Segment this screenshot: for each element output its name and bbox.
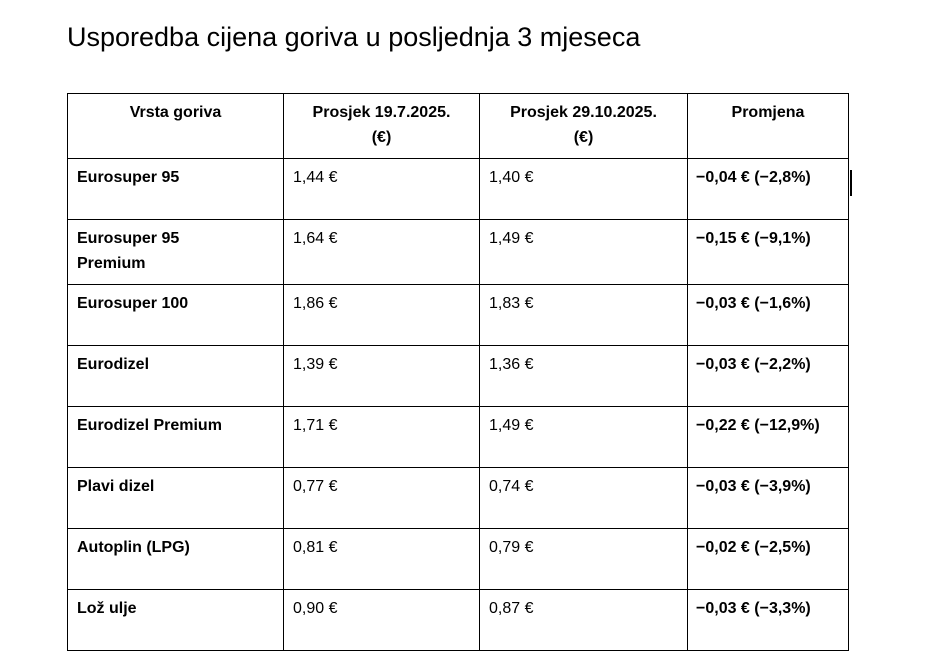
table-row: Eurosuper 95 Premium 1,64 € 1,49 € −0,15…	[67, 219, 849, 285]
column-header-avg-july[interactable]: Prosjek 19.7.2025. (€)	[283, 93, 480, 159]
column-header-avg-october[interactable]: Prosjek 29.10.2025. (€)	[479, 93, 688, 159]
fuel-name-cell[interactable]: Autoplin (LPG)	[67, 528, 284, 590]
change-cell[interactable]: −0,22 € (−12,9%)	[687, 406, 849, 468]
column-header-label: Prosjek 29.10.2025.	[510, 104, 657, 121]
price-july-cell[interactable]: 1,44 €	[283, 158, 480, 220]
fuel-name-cell[interactable]: Eurosuper 95 Premium	[67, 219, 284, 285]
header-row: Vrsta goriva Prosjek 19.7.2025. (€) Pros…	[67, 93, 849, 159]
price-july-cell[interactable]: 1,86 €	[283, 284, 480, 346]
table-row: Eurosuper 100 1,86 € 1,83 € −0,03 € (−1,…	[67, 284, 849, 346]
table-row: Autoplin (LPG) 0,81 € 0,79 € −0,02 € (−2…	[67, 528, 849, 590]
table-row: Eurodizel 1,39 € 1,36 € −0,03 € (−2,2%)	[67, 345, 849, 407]
change-cell[interactable]: −0,04 € (−2,8%)	[687, 158, 849, 220]
column-header-fuel-type[interactable]: Vrsta goriva	[67, 93, 284, 159]
fuel-name-cell[interactable]: Plavi dizel	[67, 467, 284, 529]
change-cell[interactable]: −0,02 € (−2,5%)	[687, 528, 849, 590]
text-cursor	[850, 170, 852, 196]
table-row: Lož ulje 0,90 € 0,87 € −0,03 € (−3,3%)	[67, 589, 849, 651]
price-july-cell[interactable]: 1,71 €	[283, 406, 480, 468]
change-cell[interactable]: −0,03 € (−3,3%)	[687, 589, 849, 651]
fuel-name-cell[interactable]: Eurosuper 100	[67, 284, 284, 346]
price-october-cell[interactable]: 0,87 €	[479, 589, 688, 651]
change-cell[interactable]: −0,03 € (−3,9%)	[687, 467, 849, 529]
page-title[interactable]: Usporedba cijena goriva u posljednja 3 m…	[67, 22, 641, 52]
fuel-name-cell[interactable]: Eurodizel	[67, 345, 284, 407]
price-october-cell[interactable]: 1,36 €	[479, 345, 688, 407]
change-cell[interactable]: −0,03 € (−2,2%)	[687, 345, 849, 407]
price-july-cell[interactable]: 1,39 €	[283, 345, 480, 407]
table-row: Eurodizel Premium 1,71 € 1,49 € −0,22 € …	[67, 406, 849, 468]
fuel-price-table: Vrsta goriva Prosjek 19.7.2025. (€) Pros…	[67, 93, 849, 651]
column-header-label: Promjena	[731, 104, 805, 121]
column-header-change[interactable]: Promjena	[687, 93, 849, 159]
price-october-cell[interactable]: 1,83 €	[479, 284, 688, 346]
column-header-sublabel: (€)	[371, 129, 392, 146]
price-july-cell[interactable]: 0,77 €	[283, 467, 480, 529]
column-header-label: Prosjek 19.7.2025.	[312, 104, 451, 121]
column-header-label: Vrsta goriva	[129, 104, 222, 121]
price-october-cell[interactable]: 0,79 €	[479, 528, 688, 590]
column-header-sublabel: (€)	[573, 129, 594, 146]
fuel-name-cell[interactable]: Eurosuper 95	[67, 158, 284, 220]
price-july-cell[interactable]: 0,81 €	[283, 528, 480, 590]
change-cell[interactable]: −0,15 € (−9,1%)	[687, 219, 849, 285]
fuel-name-cell[interactable]: Eurodizel Premium	[67, 406, 284, 468]
change-cell[interactable]: −0,03 € (−1,6%)	[687, 284, 849, 346]
price-october-cell[interactable]: 1,40 €	[479, 158, 688, 220]
table-row: Eurosuper 95 1,44 € 1,40 € −0,04 € (−2,8…	[67, 158, 849, 220]
price-october-cell[interactable]: 1,49 €	[479, 219, 688, 285]
price-july-cell[interactable]: 1,64 €	[283, 219, 480, 285]
price-july-cell[interactable]: 0,90 €	[283, 589, 480, 651]
table-row: Plavi dizel 0,77 € 0,74 € −0,03 € (−3,9%…	[67, 467, 849, 529]
price-october-cell[interactable]: 1,49 €	[479, 406, 688, 468]
price-october-cell[interactable]: 0,74 €	[479, 467, 688, 529]
fuel-name-cell[interactable]: Lož ulje	[67, 589, 284, 651]
